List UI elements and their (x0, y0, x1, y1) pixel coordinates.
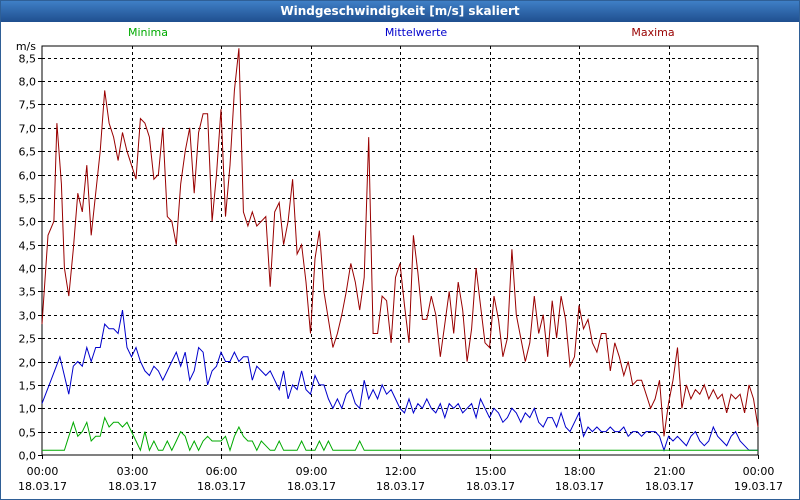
y-tick-label: 2,5 (19, 333, 37, 346)
x-tick-date: 18.03.17 (287, 480, 336, 493)
y-tick-label: 5,5 (19, 193, 37, 206)
x-tick-time: 18:00 (564, 465, 596, 478)
y-tick-label: 5,0 (19, 216, 37, 229)
x-tick-time: 00:00 (743, 465, 775, 478)
x-tick-time: 00:00 (27, 465, 59, 478)
y-tick-label: 1,0 (19, 403, 37, 416)
y-tick-label: 0,5 (19, 427, 37, 440)
x-tick-date: 18.03.17 (555, 480, 604, 493)
series-line-mittelwerte (41, 310, 758, 452)
series-line-maxima (41, 48, 759, 437)
legend-label-maxima: Maxima (631, 26, 674, 39)
y-tick-label: 8,0 (19, 76, 37, 89)
y-tick-label: 3,5 (19, 286, 37, 299)
x-tick-date: 18.03.17 (466, 480, 515, 493)
y-tick-label: 8,5 (19, 53, 37, 66)
y-tick-label: 3,0 (19, 310, 37, 323)
x-tick-time: 06:00 (206, 465, 238, 478)
y-tick-label: 7,0 (19, 123, 37, 136)
x-tick-time: 03:00 (117, 465, 149, 478)
y-tick-label: 6,0 (19, 170, 37, 183)
y-tick-label: 1,5 (19, 380, 37, 393)
x-tick-date: 19.03.17 (734, 480, 783, 493)
x-tick-date: 18.03.17 (108, 480, 157, 493)
x-tick-time: 09:00 (296, 465, 328, 478)
x-tick-date: 18.03.17 (376, 480, 425, 493)
x-tick-time: 15:00 (475, 465, 507, 478)
y-tick-label: 2,0 (19, 357, 37, 370)
window-title: Windgeschwindigkeit [m/s] skaliert (1, 1, 799, 22)
y-tick-label: 7,5 (19, 99, 37, 112)
legend-label-minima: Minima (128, 26, 168, 39)
y-tick-label: 4,0 (19, 263, 37, 276)
y-axis-label: m/s (16, 40, 36, 53)
x-tick-date: 18.03.17 (197, 480, 246, 493)
legend-label-mittelwerte: Mittelwerte (385, 26, 448, 39)
y-tick-label: 4,5 (19, 240, 37, 253)
chart-area: 0,0 0,5 1,0 1,5 2,0 2,5 3,0 3,5 4,0 4,5 5,0 5,5 6,0 6… (16, 26, 783, 493)
series-line-minima (42, 416, 758, 452)
x-tick-time: 21:00 (654, 465, 686, 478)
x-tick-date: 18.03.17 (645, 480, 694, 493)
y-tick-label: 0,0 (19, 450, 37, 463)
x-tick-time: 12:00 (385, 465, 417, 478)
x-tick-date: 18.03.17 (18, 480, 67, 493)
y-tick-label: 6,5 (19, 146, 37, 159)
